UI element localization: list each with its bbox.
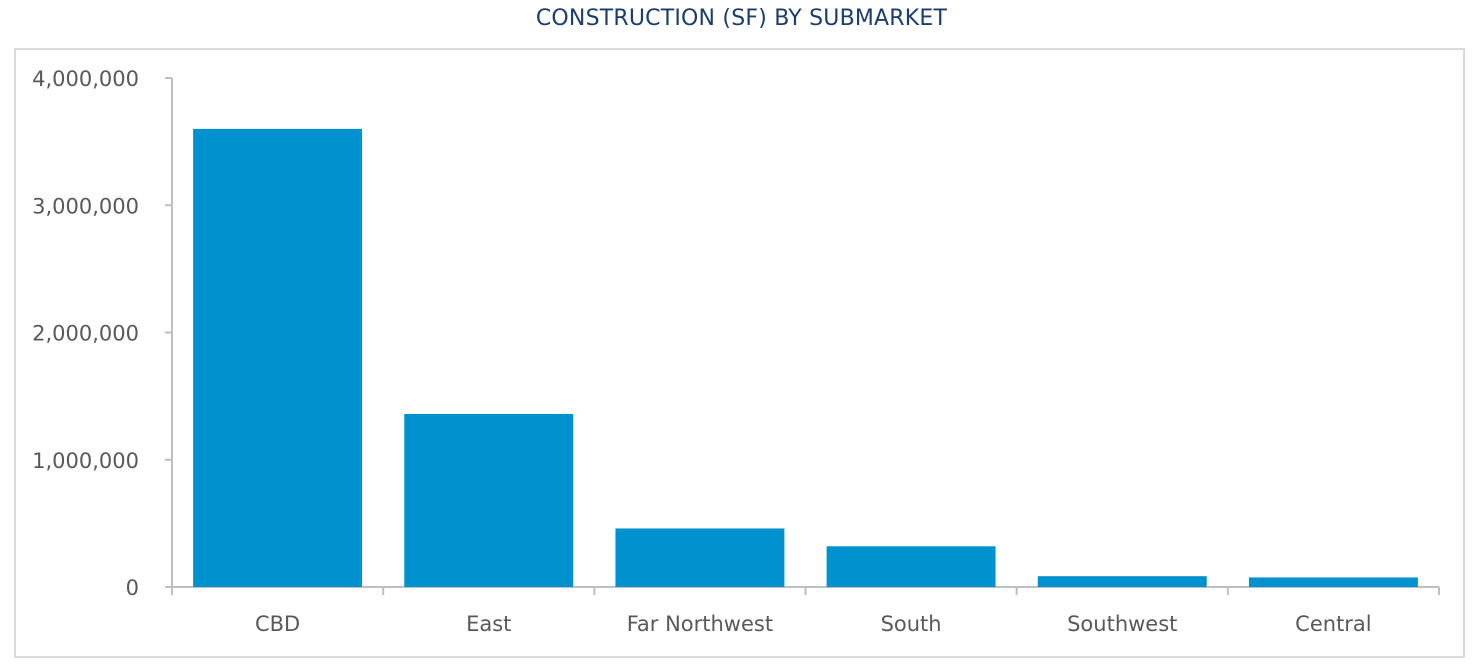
bar-east <box>404 413 574 587</box>
x-tick-label: South <box>881 612 942 636</box>
x-tick-label: CBD <box>255 612 300 636</box>
bar-far-northwest <box>615 528 785 587</box>
bar-central <box>1248 577 1418 587</box>
chart-title: CONSTRUCTION (SF) BY SUBMARKET <box>535 6 948 31</box>
x-tick-label: Central <box>1295 612 1371 636</box>
bar-south <box>826 546 996 587</box>
y-tick-label: 2,000,000 <box>32 322 139 346</box>
x-tick-label: East <box>466 612 511 636</box>
y-tick-label: 1,000,000 <box>32 449 139 473</box>
chart-frame <box>14 48 1465 658</box>
y-tick-label: 4,000,000 <box>32 67 139 91</box>
y-tick-label: 3,000,000 <box>32 194 139 218</box>
bar-southwest <box>1037 576 1207 587</box>
bar-cbd <box>193 128 363 587</box>
y-tick-label: 0 <box>126 576 139 600</box>
x-tick-label: Southwest <box>1067 612 1177 636</box>
x-tick-label: Far Northwest <box>627 612 773 636</box>
